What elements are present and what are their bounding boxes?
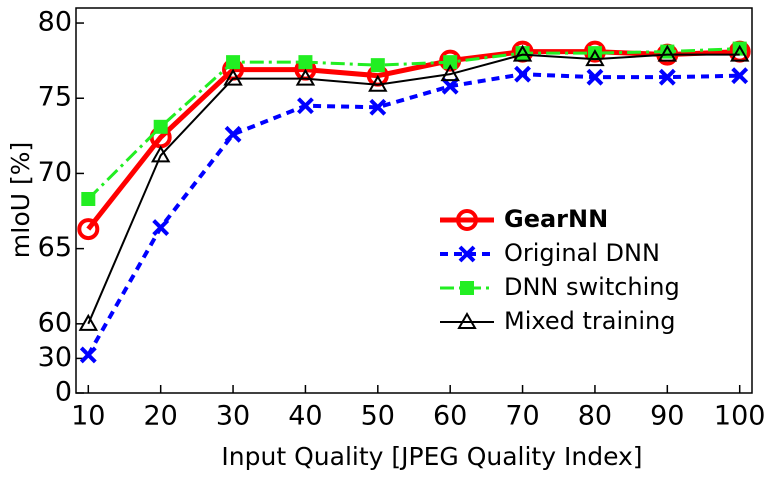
marker: [369, 98, 387, 116]
series-line: [87, 53, 740, 325]
marker: [368, 74, 388, 92]
x-tick-label: 50: [361, 401, 395, 432]
marker: [223, 68, 243, 86]
marker: [77, 218, 100, 241]
legend-label: Mixed training: [504, 307, 675, 335]
marker: [512, 44, 533, 62]
series-line: [86, 72, 740, 356]
legend-label: GearNN: [504, 205, 608, 233]
marker: [731, 67, 749, 85]
marker: [370, 58, 385, 73]
x-tick-label: 70: [505, 401, 539, 432]
y-tick-label: 65: [38, 232, 72, 263]
marker: [456, 209, 478, 231]
marker: [585, 49, 605, 67]
marker: [441, 77, 459, 95]
x-tick-label: 20: [144, 401, 178, 432]
marker: [152, 219, 170, 236]
series-line: [86, 49, 740, 231]
y-tick-label: 60: [38, 307, 72, 338]
marker: [150, 145, 171, 163]
marker: [295, 68, 316, 86]
y-tick-label: 80: [38, 7, 72, 38]
marker: [81, 191, 96, 206]
y-tick-label: 30: [38, 342, 72, 373]
y-tick-label: 70: [38, 157, 72, 188]
y-axis-title: mIoU [%]: [6, 142, 35, 259]
x-tick-label: 40: [288, 401, 322, 432]
series-line: [87, 47, 740, 201]
marker: [658, 68, 676, 86]
marker: [78, 313, 99, 331]
marker: [515, 46, 530, 61]
marker: [729, 44, 750, 62]
x-tick-label: 30: [216, 401, 250, 432]
legend-label: DNN switching: [504, 273, 680, 301]
marker: [586, 68, 604, 86]
marker: [153, 119, 168, 134]
marker: [458, 245, 476, 263]
y-tick-label: 75: [38, 82, 72, 113]
marker: [460, 281, 474, 295]
marker: [457, 311, 477, 329]
x-tick-label: 10: [71, 401, 105, 432]
x-tick-label: 80: [578, 401, 612, 432]
x-tick-label: 90: [650, 401, 684, 432]
marker: [440, 64, 460, 82]
marker: [79, 346, 97, 364]
x-tick-label: 60: [433, 401, 467, 432]
marker: [443, 55, 458, 70]
marker: [226, 55, 241, 70]
marker: [297, 97, 314, 115]
marker: [298, 55, 313, 70]
marker: [657, 44, 678, 62]
legend-label: Original DNN: [504, 239, 660, 267]
plot-frame: [75, 7, 753, 394]
marker: [224, 125, 242, 143]
x-tick-label: 100: [714, 401, 766, 432]
x-axis-title: Input Quality [JPEG Quality Index]: [221, 442, 642, 471]
y-tick-label: 0: [55, 377, 72, 408]
marker: [514, 65, 531, 83]
